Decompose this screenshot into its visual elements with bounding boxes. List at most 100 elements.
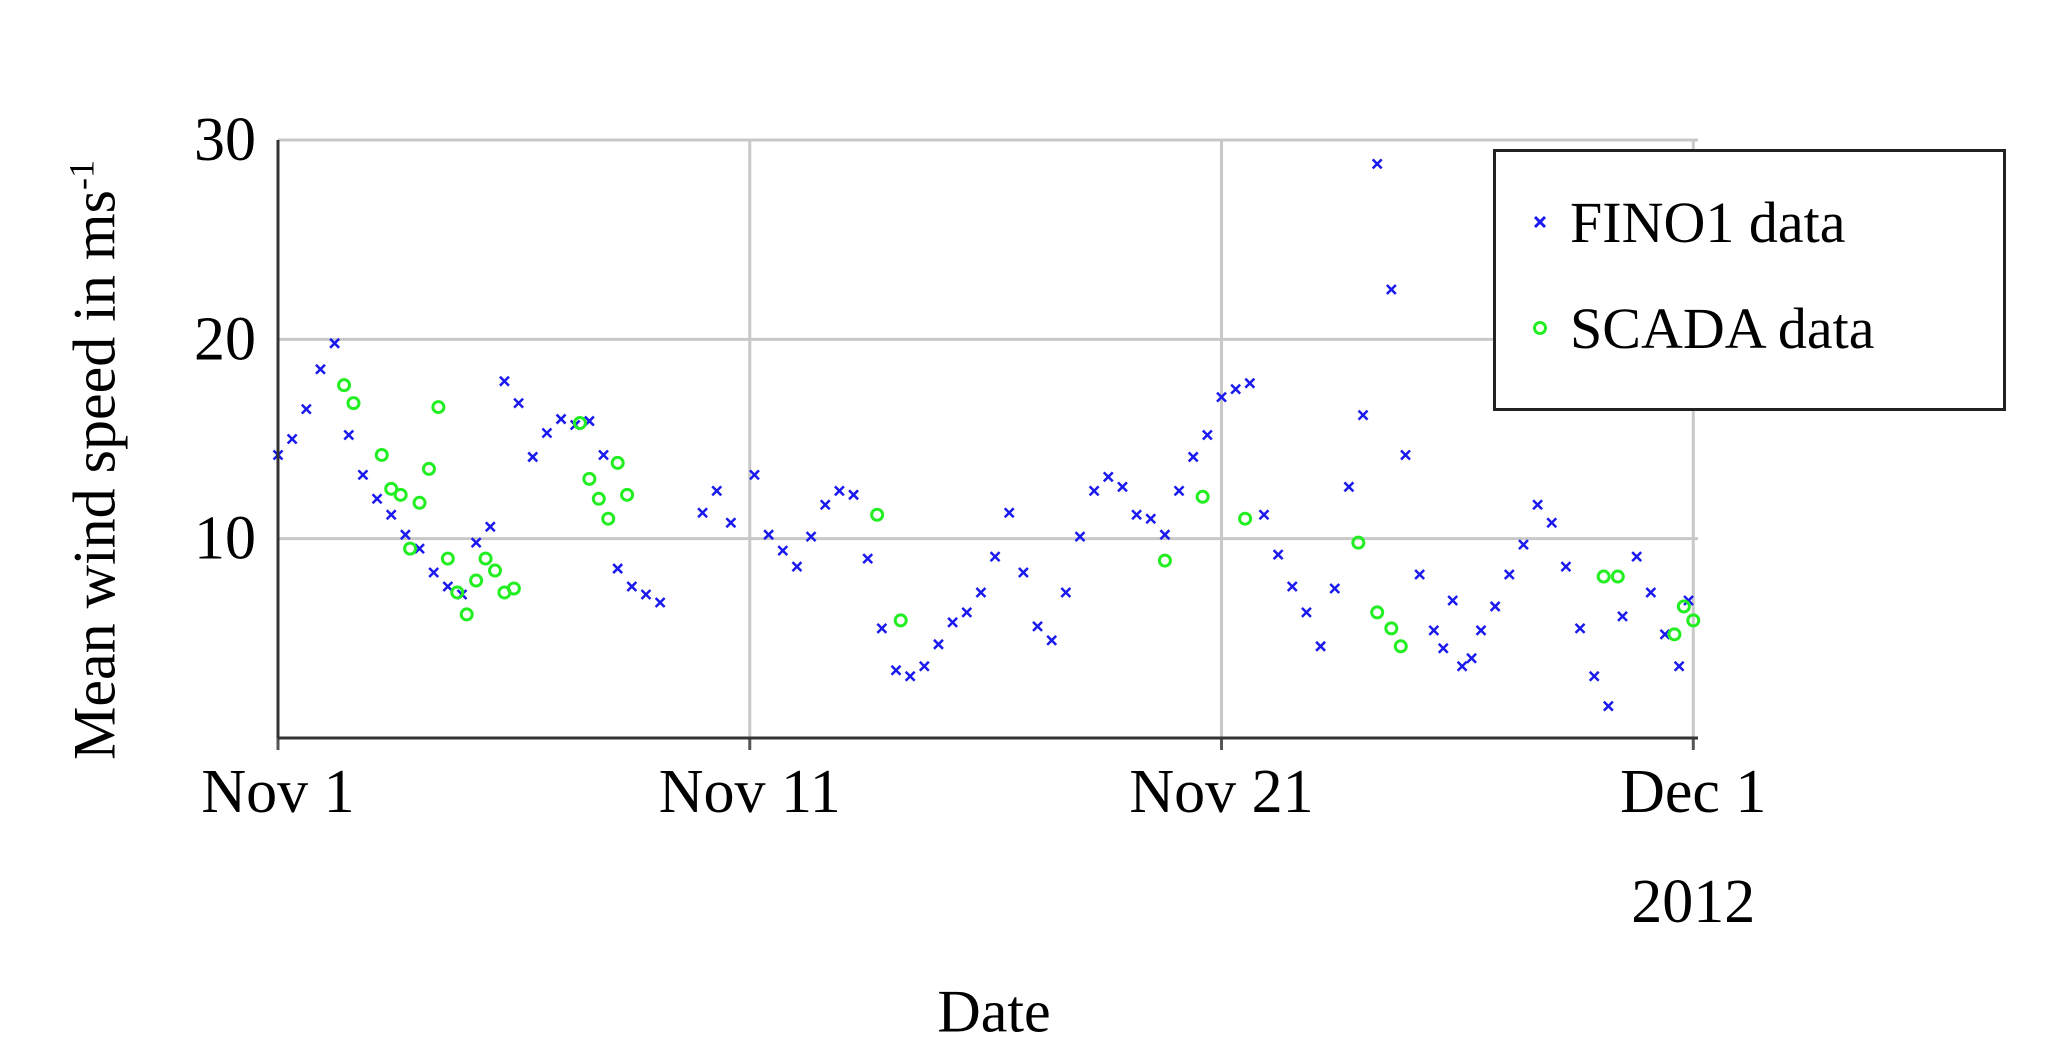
fino1-point (918, 660, 930, 672)
fino1-point (1518, 539, 1529, 551)
fino1-point (1343, 481, 1355, 493)
fino1-point (1258, 509, 1270, 521)
y-tick-label: 10 (194, 505, 256, 573)
fino1-point (947, 617, 959, 628)
fino1-point (890, 664, 902, 676)
fino1-point (399, 529, 411, 541)
fino1-point (499, 375, 510, 387)
fino1-point (1475, 624, 1487, 636)
fino1-point (1032, 620, 1043, 632)
fino1-point (1272, 549, 1284, 560)
tick-labels: 10 20 30 Nov 1 Nov 11 Nov 21 Dec 1 2012 (194, 106, 1766, 936)
scada-point (582, 471, 597, 486)
y-tick-label: 20 (194, 305, 256, 373)
fino1-point (555, 413, 567, 425)
fino1-point (1003, 507, 1015, 519)
fino1-point (484, 521, 496, 533)
x-tick-label: Nov 11 (659, 758, 841, 826)
fino1-point (725, 517, 737, 529)
fino1-point (1286, 581, 1298, 592)
fino1-point (1400, 449, 1411, 461)
scada-point (893, 613, 908, 628)
x-tick-label: Dec 1 (1620, 758, 1766, 826)
scada-point (610, 455, 625, 470)
fino1-point (1173, 485, 1185, 497)
fino1-point (414, 543, 425, 555)
fino1-point (1216, 391, 1227, 403)
fino1-point (1532, 499, 1543, 511)
fino1-point (1201, 429, 1213, 441)
fino1-point (961, 607, 973, 618)
fino1-point (1673, 660, 1685, 672)
fino1-point (1301, 607, 1312, 618)
fino1-point (286, 433, 298, 445)
legend: FINO1 data SCADA data (1493, 149, 2006, 411)
fino1-point (1315, 640, 1326, 652)
x-marker-icon (1520, 202, 1560, 242)
fino1-point (1456, 660, 1468, 672)
circle-marker-icon (1520, 308, 1560, 348)
fino1-point (343, 429, 355, 441)
fino1-point (1230, 383, 1242, 395)
fino1-point (442, 581, 454, 592)
fino1-point (1447, 595, 1459, 606)
scada-point (384, 481, 399, 496)
scada-point (1393, 639, 1408, 654)
x-tick-label: Nov 1 (201, 758, 354, 826)
scada-point (421, 461, 436, 476)
fino1-point (763, 529, 775, 541)
fino1-point (1017, 567, 1029, 578)
scada-point (601, 511, 616, 526)
scada-point (346, 396, 361, 411)
fino1-point (834, 485, 845, 497)
fino1-point (470, 537, 482, 549)
fino1-point (711, 485, 723, 497)
fino1-point (1588, 670, 1600, 682)
fino1-point (876, 622, 888, 634)
fino1-point (1414, 569, 1426, 580)
fino1-point (1428, 624, 1440, 636)
fino1-point (1088, 485, 1100, 497)
scada-point (1157, 553, 1172, 568)
scada-point (1195, 489, 1210, 504)
fino1-point (848, 489, 859, 501)
scada-point (1596, 569, 1611, 584)
scada-point (440, 551, 455, 566)
fino1-point (612, 563, 624, 574)
scada-point (572, 416, 587, 431)
fino1-point (513, 397, 524, 409)
axes (276, 140, 1698, 750)
fino1-point (1489, 601, 1501, 612)
legend-label-scada: SCADA data (1570, 295, 1875, 361)
x-axis-title: Date (937, 978, 1051, 1045)
fino1-point (1631, 551, 1643, 562)
fino1-point (357, 469, 369, 481)
fino1-point (428, 567, 440, 578)
fino1-point (1503, 569, 1515, 580)
fino1-point (819, 499, 831, 511)
scada-point (1238, 511, 1253, 526)
scada-point (591, 491, 606, 506)
fino1-point (989, 551, 1001, 562)
y-tick-label: 30 (194, 106, 256, 174)
fino1-point (1560, 561, 1572, 572)
fino1-point (1329, 583, 1341, 594)
scada-point (506, 581, 521, 596)
fino1-point (1546, 517, 1558, 529)
scada-point (1370, 605, 1385, 620)
scada-point (1610, 569, 1625, 584)
scada-point (1686, 613, 1701, 628)
fino1-point (749, 469, 760, 481)
scada-series (337, 378, 1701, 654)
fino1-point (1437, 642, 1449, 654)
fino1-point (1659, 628, 1671, 640)
fino1-point (1617, 611, 1628, 622)
fino1-point (541, 427, 553, 439)
scada-point (1667, 627, 1682, 642)
scada-point (393, 487, 408, 502)
fino1-point (1645, 587, 1657, 598)
fino1-point (1131, 509, 1142, 521)
fino1-point (626, 581, 638, 592)
scada-point (620, 487, 635, 502)
fino1-point (1117, 481, 1128, 493)
